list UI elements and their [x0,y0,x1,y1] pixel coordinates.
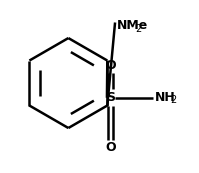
Text: 2: 2 [135,24,141,34]
Text: O: O [105,140,116,154]
Text: NMe: NMe [117,19,148,33]
Text: NH: NH [155,91,176,104]
Text: S: S [106,91,115,104]
Text: 2: 2 [170,95,176,105]
Text: O: O [105,59,116,72]
